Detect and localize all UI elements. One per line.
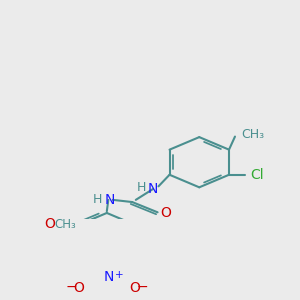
Text: N: N xyxy=(148,182,158,196)
Text: O: O xyxy=(160,206,171,220)
Text: O: O xyxy=(44,218,55,231)
Text: Cl: Cl xyxy=(250,168,263,182)
Text: +: + xyxy=(115,269,124,280)
Text: CH₃: CH₃ xyxy=(241,128,264,141)
Text: H: H xyxy=(136,182,146,194)
Text: N: N xyxy=(103,270,113,284)
Text: O: O xyxy=(129,281,140,295)
Text: H: H xyxy=(93,193,102,206)
Text: O: O xyxy=(74,281,84,295)
Text: CH₃: CH₃ xyxy=(55,218,76,231)
Text: −: − xyxy=(136,280,148,294)
Text: −: − xyxy=(66,280,78,294)
Text: N: N xyxy=(105,193,115,207)
